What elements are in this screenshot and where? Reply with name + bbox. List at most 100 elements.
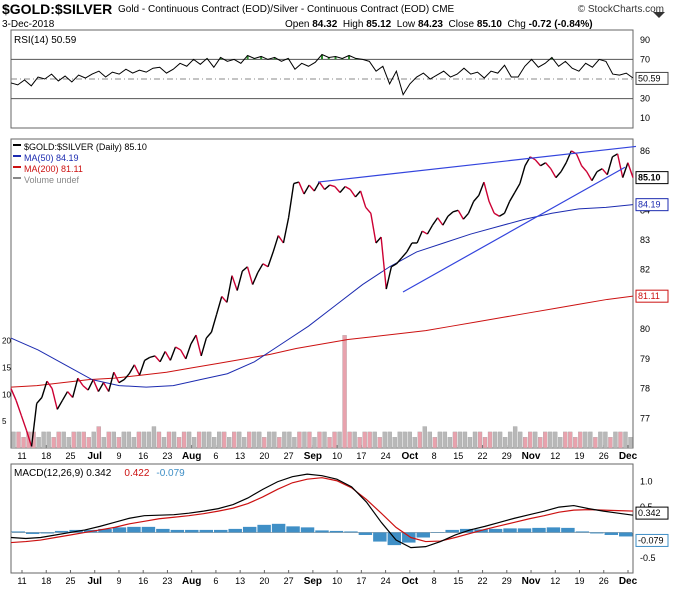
volume-bar	[578, 431, 583, 449]
price-segment	[431, 217, 439, 226]
price-segment	[457, 209, 464, 220]
volume-bar	[437, 431, 443, 449]
rsi-legend-label: RSI(14) 50.59	[14, 35, 77, 46]
volume-bar	[131, 437, 137, 449]
macd-xaxis-tick-label: 10	[332, 576, 342, 586]
price-last-badge-label: 84.19	[638, 200, 661, 210]
macd-histogram-bar	[286, 526, 300, 533]
price-xaxis-tick-label: 17	[356, 451, 366, 461]
macd-histogram-bar	[242, 526, 257, 533]
macd-line	[10, 473, 634, 549]
price-segment	[380, 236, 387, 290]
price-segment	[15, 400, 22, 416]
volume-bar	[191, 437, 197, 449]
volume-bar	[372, 431, 377, 449]
price-segment	[51, 388, 58, 410]
macd-xaxis-tick-label: 19	[575, 576, 585, 586]
price-segment	[149, 355, 156, 359]
price-segment	[442, 215, 449, 226]
macd-xaxis-tick-label: 18	[41, 576, 51, 586]
volume-bar	[538, 437, 543, 449]
volume-bar	[337, 431, 342, 449]
volume-bar	[543, 431, 548, 449]
volume-bar	[332, 431, 337, 449]
volume-bar	[377, 437, 382, 449]
legend-swatch	[13, 155, 21, 157]
price-segment	[72, 377, 79, 398]
volume-bar	[492, 431, 498, 449]
price-xaxis-tick-label: Oct	[402, 451, 419, 462]
price-segment	[359, 190, 367, 208]
volume-bar	[232, 431, 237, 449]
volume-bar	[86, 437, 91, 449]
price-segment	[488, 201, 495, 214]
volume-bar	[317, 431, 322, 449]
price-xaxis-tick-label: 25	[65, 451, 75, 461]
price-segment	[257, 263, 264, 274]
price-segment	[586, 171, 593, 181]
price-segment	[25, 429, 33, 447]
macd-histogram-bar	[25, 532, 40, 534]
price-segment	[416, 230, 423, 244]
price-segment	[627, 162, 634, 178]
volume-bar	[442, 431, 448, 449]
macd-histogram-bar	[228, 528, 242, 533]
macd-xaxis-tick-label: 12	[550, 576, 560, 586]
volume-bar	[427, 431, 433, 449]
volume-bar	[593, 437, 598, 449]
price-xaxis-tick-label: 15	[453, 451, 463, 461]
price-segment	[447, 211, 454, 217]
price-segment	[339, 186, 346, 193]
price-segment	[61, 391, 69, 401]
price-xaxis-tick-label: 29	[502, 451, 512, 461]
price-segment	[503, 201, 511, 214]
volume-bar	[201, 431, 207, 449]
price-segment	[365, 206, 372, 214]
price-segment	[56, 400, 64, 410]
price-segment	[616, 153, 624, 178]
close-label: Close	[448, 19, 475, 30]
volume-bar	[46, 431, 51, 449]
volume-bar	[522, 437, 528, 449]
price-segment	[221, 296, 228, 303]
price-xaxis-tick-label: 6	[213, 451, 218, 461]
macd-xaxis-tick-label: 29	[502, 576, 512, 586]
price-segment	[591, 171, 598, 181]
rsi-ytick-label: 30	[640, 94, 650, 104]
macd-panel-frame	[10, 463, 634, 574]
price-segment	[385, 266, 393, 290]
price-xaxis-tick-label: Aug	[182, 451, 201, 462]
macd-xaxis-tick-label: 6	[213, 576, 218, 586]
legend-label: $GOLD:$SILVER (Daily) 85.10	[24, 142, 147, 152]
price-segment	[175, 346, 181, 351]
macd-histogram-bar	[619, 532, 633, 537]
price-xaxis-tick-label: 11	[17, 451, 26, 461]
price-ytick-label: 77	[640, 413, 650, 423]
price-ytick-label: 83	[640, 235, 650, 245]
price-last-badge	[635, 289, 669, 303]
rsi-ytick-label: 90	[640, 35, 650, 45]
macd-histogram-bar	[561, 527, 575, 533]
price-last-badge-label: 81.11	[638, 291, 660, 301]
price-segment	[200, 337, 208, 357]
macd-xaxis-tick-label: 26	[599, 576, 609, 586]
price-segment	[550, 168, 557, 178]
volume-bar	[96, 426, 101, 449]
volume-bar	[327, 437, 332, 449]
price-segment	[519, 165, 526, 184]
price-segment	[329, 184, 336, 188]
macd-histogram-bar	[532, 527, 546, 533]
macd-histogram-bar	[604, 532, 619, 535]
volume-bar	[568, 431, 573, 449]
volume-bar	[417, 431, 422, 449]
rsi-last-badge-label: 50.59	[638, 73, 661, 83]
macd-xaxis-tick-label: 13	[235, 576, 245, 586]
price-segment	[575, 153, 583, 167]
volume-bar	[211, 437, 217, 449]
macd-xaxis-tick-label: 17	[356, 576, 366, 586]
price-segment	[334, 186, 341, 193]
macd-histogram-bar	[315, 530, 329, 533]
volume-bar	[462, 431, 468, 449]
price-xaxis-tick-label: 8	[432, 451, 437, 461]
